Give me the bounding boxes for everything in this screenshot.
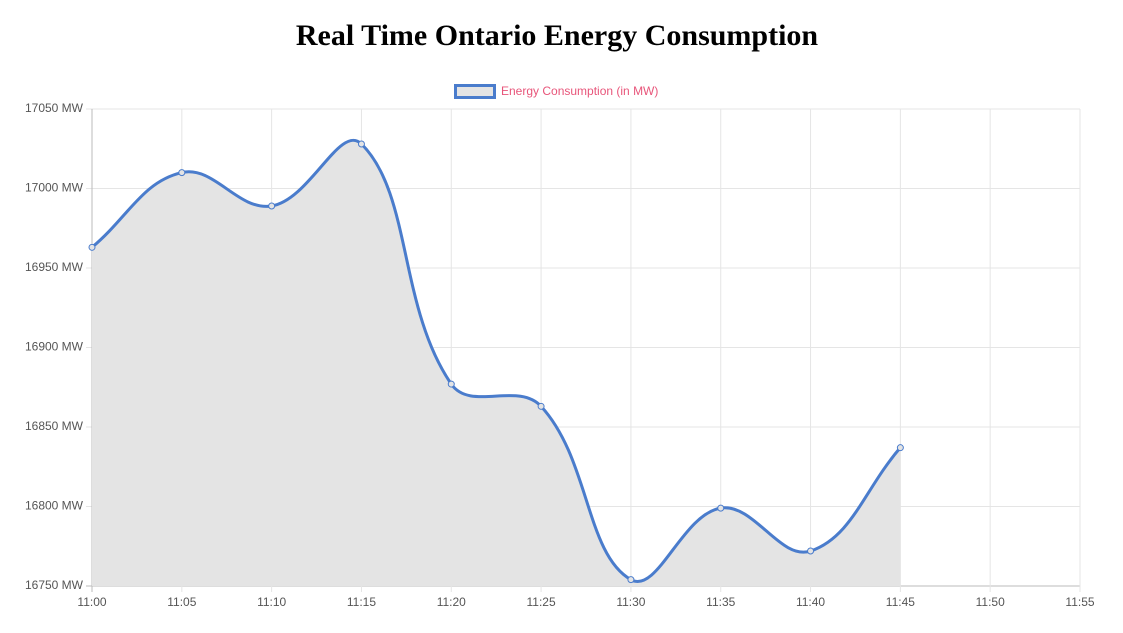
y-tick-label: 16850 MW xyxy=(25,419,84,433)
y-tick-label: 17050 MW xyxy=(25,101,84,115)
point xyxy=(537,402,545,410)
point xyxy=(178,169,186,177)
point xyxy=(268,202,276,210)
point xyxy=(88,243,96,251)
point xyxy=(896,444,904,452)
legend-swatch xyxy=(454,84,496,99)
x-tick-label: 11:00 xyxy=(77,595,106,609)
y-tick-label: 16750 MW xyxy=(25,578,84,592)
point xyxy=(717,504,725,512)
y-tick-label: 17000 MW xyxy=(25,181,84,195)
line xyxy=(91,139,902,583)
x-tick-label: 11:50 xyxy=(976,595,1005,609)
x-tick-label: 11:35 xyxy=(706,595,735,609)
point xyxy=(627,576,635,584)
y-tick-label: 16950 MW xyxy=(25,260,84,274)
x-tick-label: 11:25 xyxy=(527,595,556,609)
y-tick-label: 16900 MW xyxy=(25,340,84,354)
x-tick-label: 11:15 xyxy=(347,595,376,609)
x-tick-label: 11:40 xyxy=(796,595,825,609)
x-tick-label: 11:45 xyxy=(886,595,915,609)
x-tick-label: 11:30 xyxy=(616,595,645,609)
legend-label: Energy Consumption (in MW) xyxy=(501,84,658,98)
x-tick-label: 11:55 xyxy=(1065,595,1094,609)
x-tick-label: 11:05 xyxy=(167,595,196,609)
point xyxy=(807,547,815,555)
area xyxy=(92,140,901,587)
point xyxy=(357,140,365,148)
chart-title: Real Time Ontario Energy Consumption xyxy=(296,19,819,52)
x-tick-label: 11:10 xyxy=(257,595,286,609)
y-tick-label: 16800 MW xyxy=(25,499,84,513)
point xyxy=(447,380,455,388)
x-tick-label: 11:20 xyxy=(437,595,466,609)
